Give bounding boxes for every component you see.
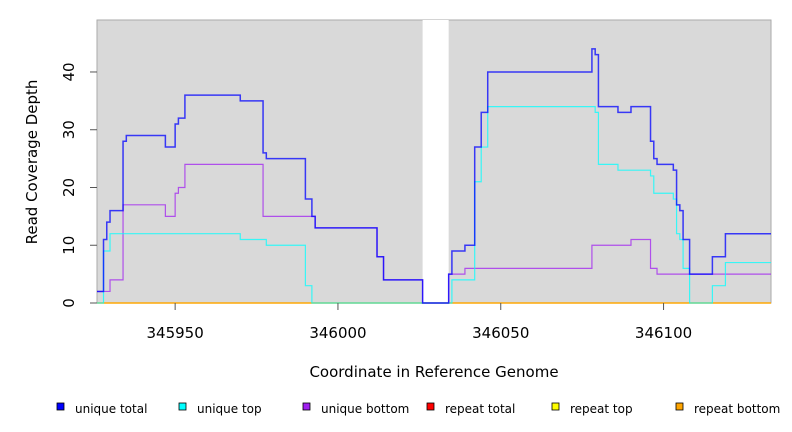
- y-tick-label: 40: [60, 62, 78, 81]
- y-tick-label: 0: [60, 298, 78, 308]
- legend-label: unique top: [197, 402, 262, 416]
- series-line-unique-total: [97, 48, 771, 304]
- legend-marker: [675, 402, 684, 411]
- legend-label: unique bottom: [321, 402, 409, 416]
- y-axis: 0 10 20 30 40: [60, 62, 97, 308]
- x-axis-title: Coordinate in Reference Genome: [309, 363, 558, 381]
- legend-marker: [426, 402, 435, 411]
- legend: unique total unique top unique bottom repea…: [56, 402, 780, 416]
- legend-marker: [178, 402, 187, 411]
- y-axis-title: Read Coverage Depth: [23, 80, 41, 245]
- series-layer: [97, 48, 771, 304]
- x-tick-label: 346050: [472, 324, 529, 342]
- x-tick-label: 345950: [147, 324, 204, 342]
- legend-label: repeat total: [445, 402, 515, 416]
- gap-region: [422, 20, 449, 303]
- legend-marker: [302, 402, 311, 411]
- legend-label: repeat top: [570, 402, 633, 416]
- y-tick-label: 10: [60, 236, 78, 255]
- y-tick-label: 30: [60, 120, 78, 139]
- legend-label: unique total: [75, 402, 147, 416]
- legend-label: repeat bottom: [694, 402, 780, 416]
- legend-marker: [551, 402, 560, 411]
- x-tick-label: 346000: [309, 324, 366, 342]
- series-line-unique-top: [97, 106, 771, 304]
- x-axis: 345950 346000 346050 346100: [147, 303, 692, 342]
- x-tick-label: 346100: [635, 324, 692, 342]
- y-tick-label: 20: [60, 178, 78, 197]
- legend-marker: [56, 402, 65, 411]
